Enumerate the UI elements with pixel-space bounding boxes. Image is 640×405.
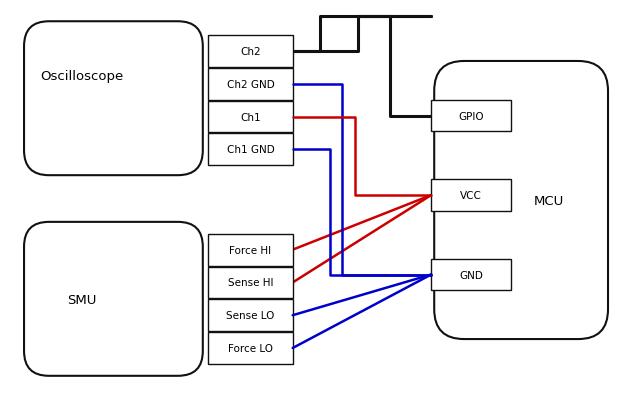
Bar xyxy=(208,267,292,298)
Bar xyxy=(208,101,292,133)
Text: Sense HI: Sense HI xyxy=(228,278,273,288)
Bar xyxy=(208,300,292,331)
Text: Ch2: Ch2 xyxy=(240,47,260,57)
Bar xyxy=(431,100,511,132)
Text: Force LO: Force LO xyxy=(228,343,273,353)
Text: Sense LO: Sense LO xyxy=(227,311,275,320)
Text: Ch2 GND: Ch2 GND xyxy=(227,80,275,90)
FancyBboxPatch shape xyxy=(24,222,203,376)
Text: GPIO: GPIO xyxy=(458,111,484,121)
Text: SMU: SMU xyxy=(67,293,97,306)
Bar xyxy=(208,332,292,364)
Text: Ch1 GND: Ch1 GND xyxy=(227,145,275,155)
Bar xyxy=(431,259,511,291)
Text: MCU: MCU xyxy=(533,194,564,207)
Text: GND: GND xyxy=(459,270,483,280)
Bar xyxy=(208,234,292,266)
Text: Oscilloscope: Oscilloscope xyxy=(40,70,124,83)
FancyBboxPatch shape xyxy=(434,62,608,339)
Text: VCC: VCC xyxy=(460,191,482,200)
Bar xyxy=(431,180,511,211)
Text: Force HI: Force HI xyxy=(229,245,271,255)
FancyBboxPatch shape xyxy=(24,22,203,176)
Text: Ch1: Ch1 xyxy=(240,112,260,122)
Bar xyxy=(208,134,292,166)
Bar xyxy=(208,69,292,100)
Bar xyxy=(208,36,292,68)
